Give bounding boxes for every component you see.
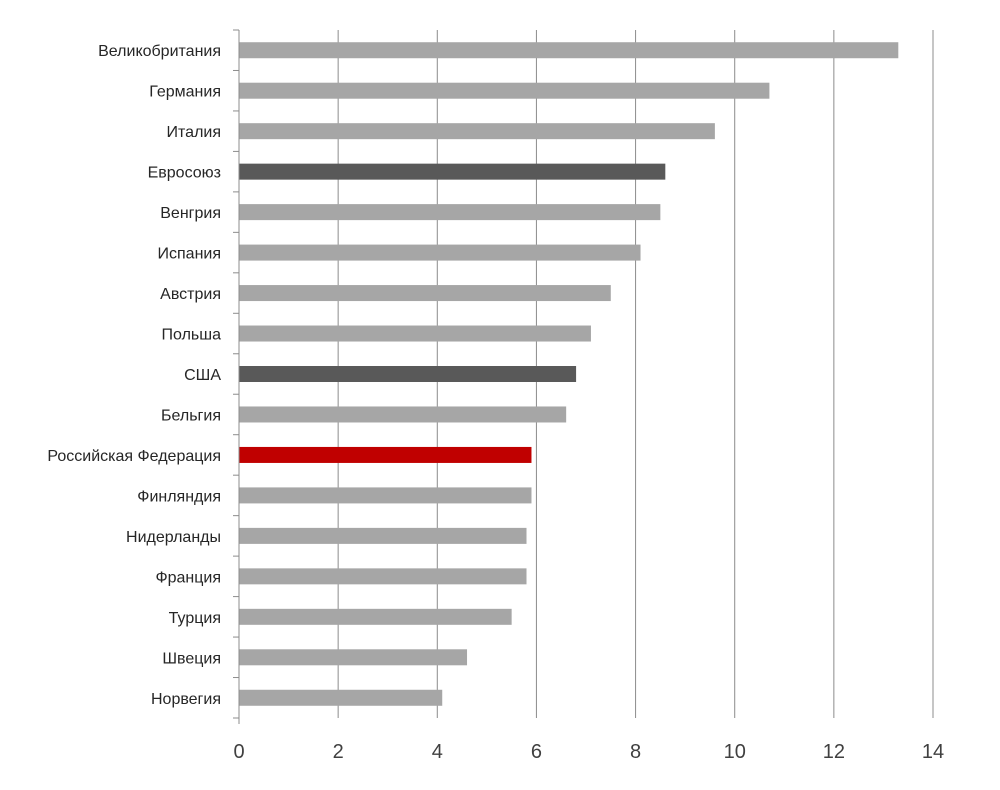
category-label-7: Австрия bbox=[160, 286, 221, 303]
x-tick-label-0: 0 bbox=[233, 741, 244, 763]
category-label-3: Италия bbox=[167, 124, 221, 141]
bar-5 bbox=[239, 204, 661, 221]
category-label-10: Бельгия bbox=[161, 407, 221, 424]
bar-8 bbox=[239, 325, 591, 342]
axes bbox=[233, 29, 240, 724]
category-label-1: Великобритания bbox=[98, 43, 221, 60]
x-tick-label-6: 6 bbox=[531, 741, 542, 763]
x-tick-label-2: 2 bbox=[333, 741, 344, 763]
x-tick-label-8: 8 bbox=[630, 741, 641, 763]
bar-15 bbox=[239, 608, 512, 625]
category-label-12: Финляндия bbox=[137, 488, 221, 505]
bar-6 bbox=[239, 244, 641, 261]
bar-4 bbox=[239, 163, 666, 180]
bars bbox=[239, 42, 899, 706]
category-label-15: Турция bbox=[169, 610, 221, 627]
x-tick-label-4: 4 bbox=[432, 741, 443, 763]
category-label-9: США bbox=[184, 367, 221, 384]
category-label-2: Германия bbox=[149, 84, 221, 101]
bar-10 bbox=[239, 406, 567, 423]
bar-2 bbox=[239, 82, 770, 99]
labels: 0 2 4 6 8 10 12 14 Великобритания Германия Италия Е… bbox=[47, 43, 944, 763]
bar-1 bbox=[239, 42, 899, 59]
x-tick-label-10: 10 bbox=[724, 741, 746, 763]
category-label-8: Польша bbox=[162, 327, 222, 344]
bar-3 bbox=[239, 123, 715, 140]
x-tick-label-12: 12 bbox=[823, 741, 845, 763]
category-label-6: Испания bbox=[158, 246, 222, 263]
category-label-5: Венгрия bbox=[160, 205, 221, 222]
bar-17 bbox=[239, 689, 443, 706]
category-label-11: Российская Федерация bbox=[47, 448, 221, 465]
category-label-13: Нидерланды bbox=[126, 529, 221, 546]
category-label-4: Евросоюз bbox=[148, 165, 221, 182]
category-label-14: Франция bbox=[155, 569, 221, 586]
x-tick-label-14: 14 bbox=[922, 741, 944, 763]
bar-12 bbox=[239, 487, 532, 504]
bar-9 bbox=[239, 366, 577, 382]
bar-7 bbox=[239, 285, 611, 302]
bar-11 bbox=[239, 446, 532, 463]
category-label-16: Швеция bbox=[162, 650, 221, 667]
category-label-17: Норвегия bbox=[151, 691, 221, 708]
bar-16 bbox=[239, 649, 468, 666]
bar-13 bbox=[239, 527, 527, 544]
bar-14 bbox=[239, 568, 527, 585]
